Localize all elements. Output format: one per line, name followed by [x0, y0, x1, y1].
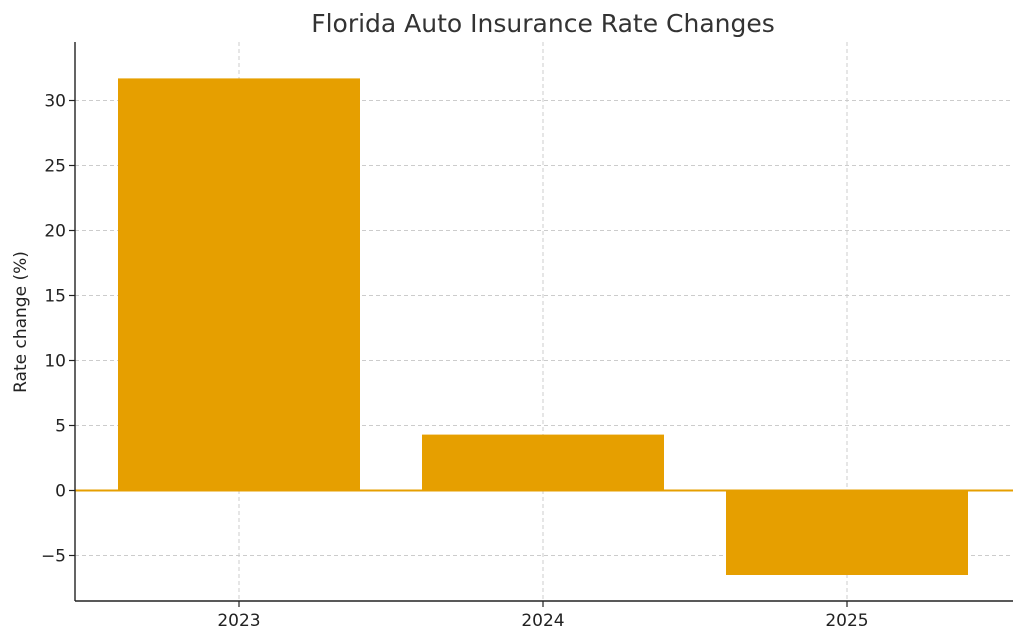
- x-tick-label: 2023: [217, 611, 260, 631]
- chart-title: Florida Auto Insurance Rate Changes: [311, 9, 775, 38]
- y-tick-label: 5: [55, 417, 66, 437]
- bar-2024: [422, 434, 664, 491]
- y-tick-label: 30: [44, 92, 66, 112]
- axes: [74, 42, 1013, 602]
- y-tick-label: −5: [41, 547, 66, 567]
- x-tick-label: 2025: [825, 611, 868, 631]
- y-tick-label: 15: [44, 287, 66, 307]
- x-tick-label: 2024: [521, 611, 564, 631]
- y-tick-label: 20: [44, 222, 66, 242]
- bars: [75, 78, 1013, 575]
- y-tick-label: 10: [44, 352, 66, 372]
- bar-2025: [726, 490, 968, 575]
- y-tick-label: 25: [44, 157, 66, 177]
- y-axis-label: Rate change (%): [11, 251, 31, 393]
- y-tick-label: 0: [55, 482, 66, 502]
- bar-2023: [118, 78, 360, 491]
